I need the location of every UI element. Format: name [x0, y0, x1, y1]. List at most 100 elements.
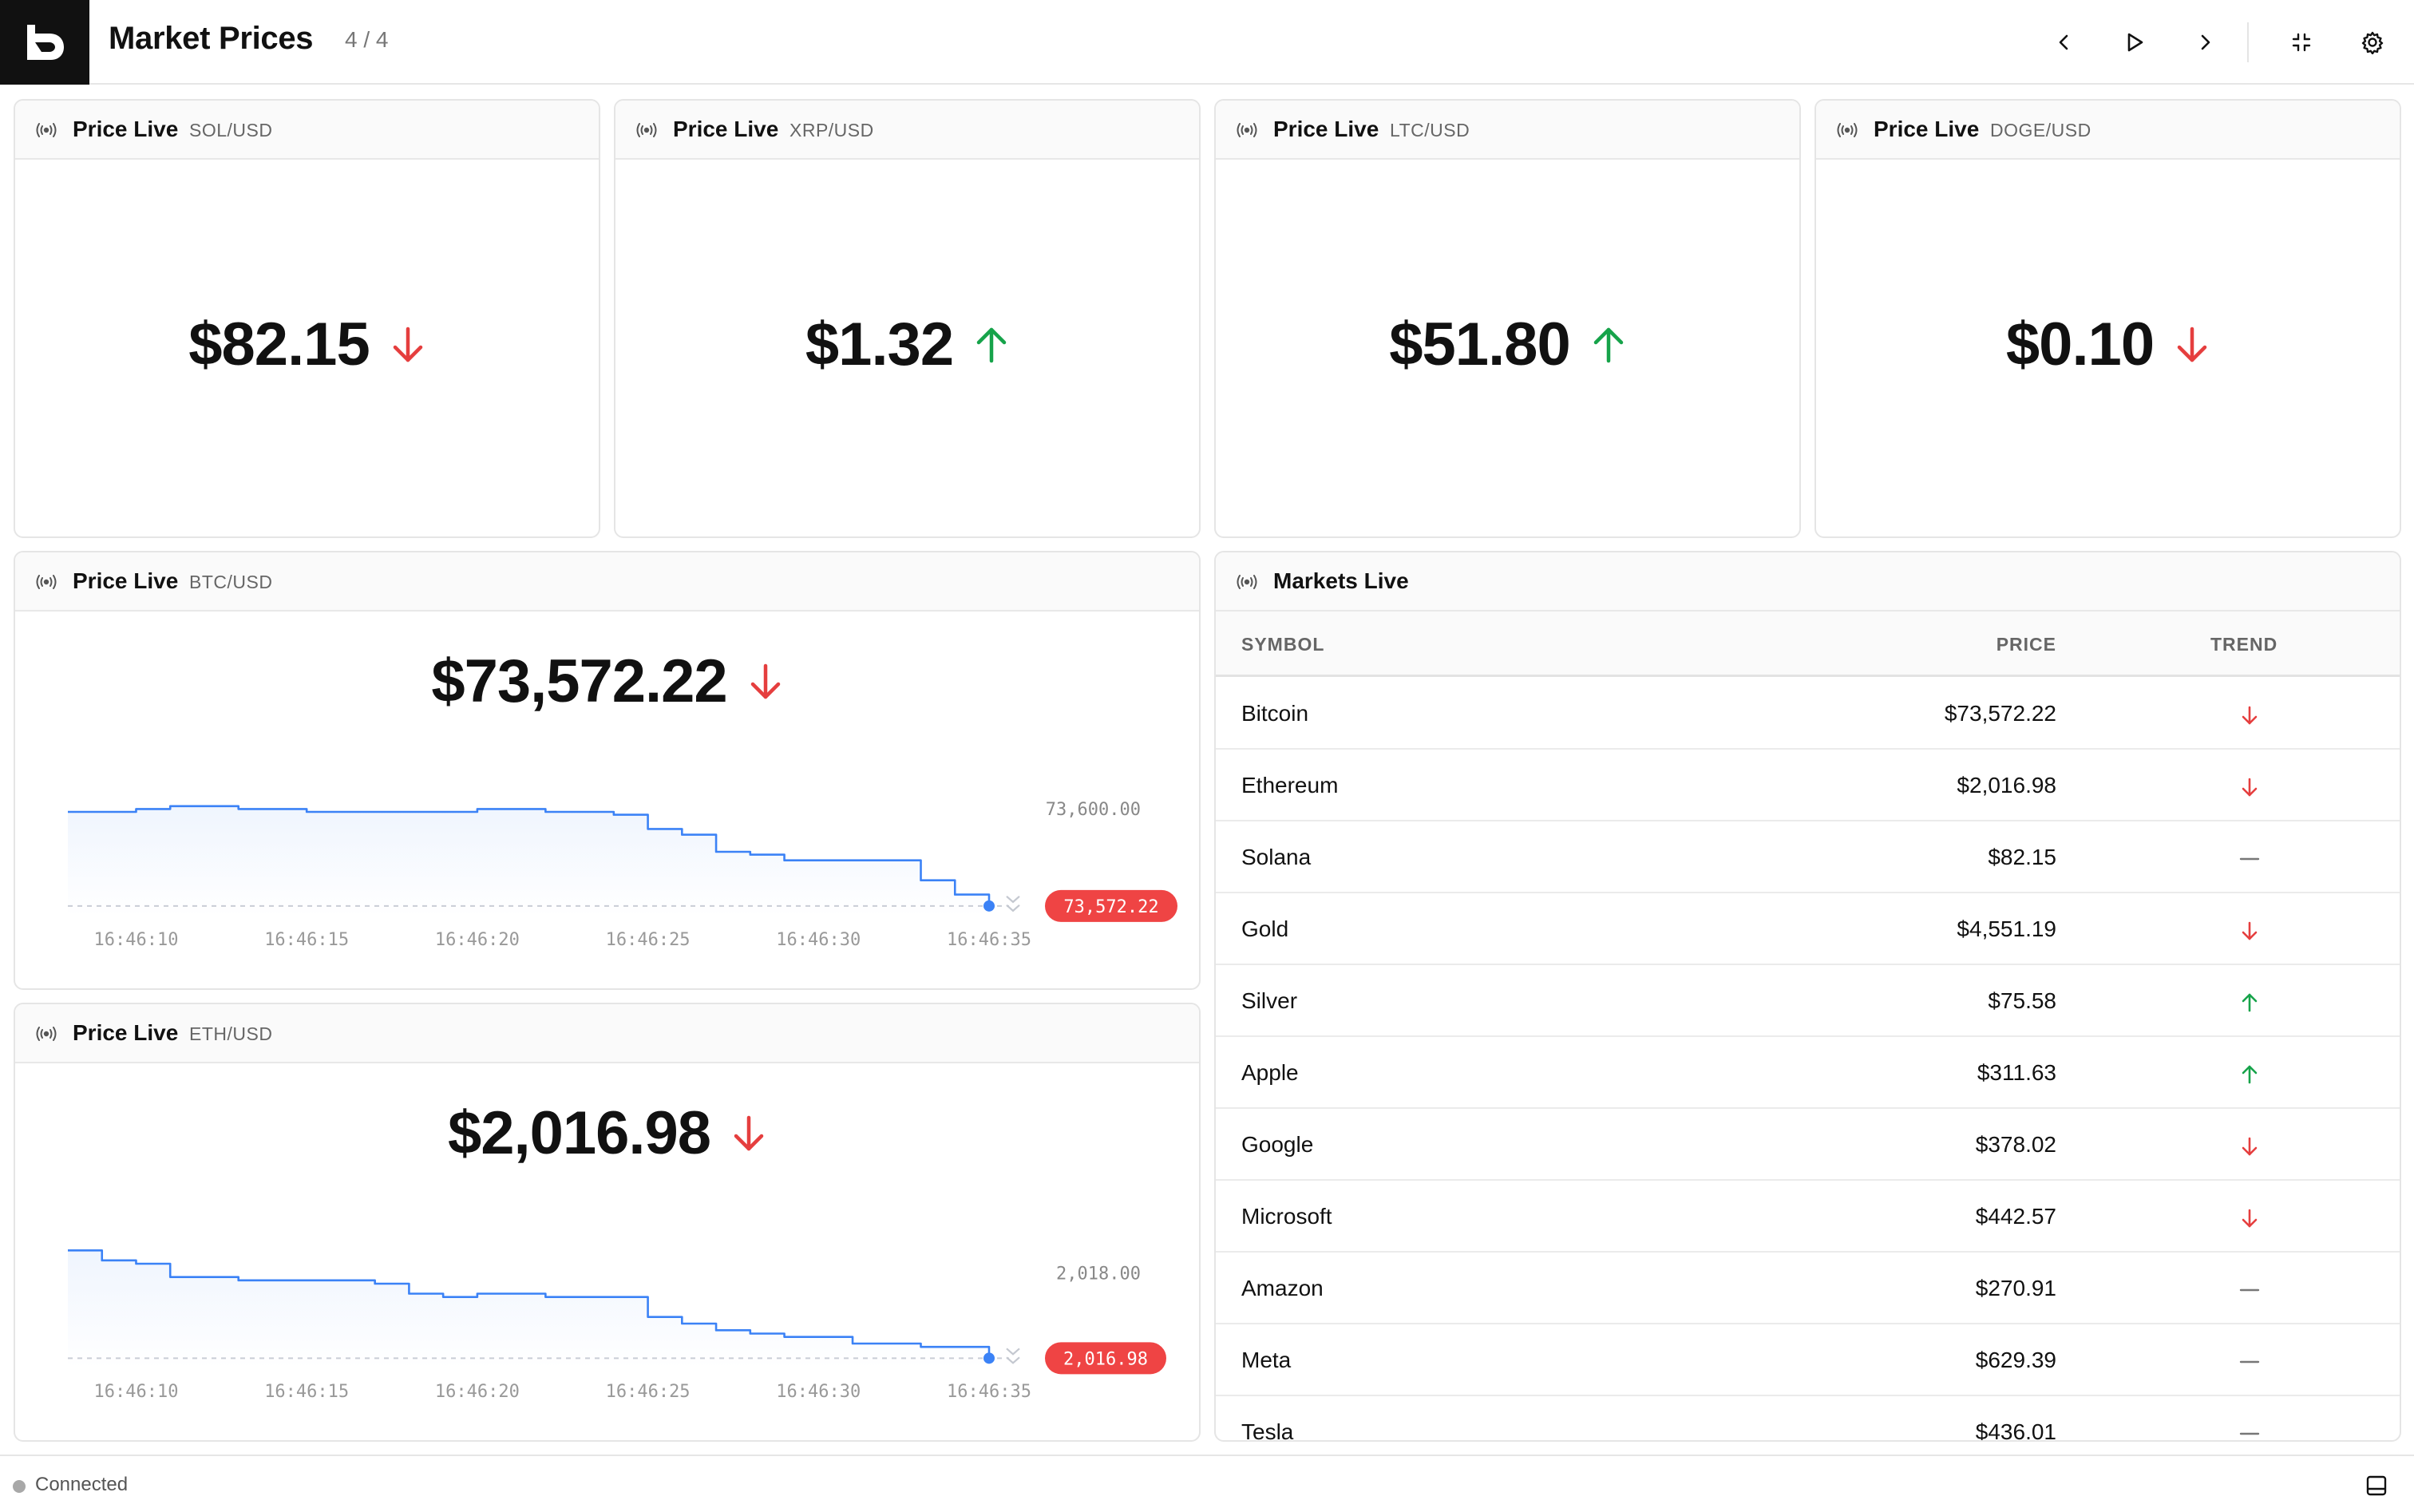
ticker-card-xrp: Price Live XRP/USD $1.32 [614, 99, 1201, 538]
x-tick-label: 16:46:35 [947, 1382, 1031, 1402]
price-cell: $270.91 [1975, 1276, 2056, 1300]
price-cell: $378.02 [1975, 1132, 2056, 1157]
table-row[interactable]: Meta $629.39 [1216, 1324, 2400, 1396]
table-row[interactable]: Ethereum $2,016.98 [1216, 750, 2400, 821]
live-broadcast-icon [36, 575, 57, 589]
column-header-trend[interactable]: TREND [2210, 634, 2278, 655]
pair-label: SOL/USD [189, 120, 273, 141]
arrow-down-icon [750, 663, 780, 699]
btc-chart-card: Price Live BTC/USD $73,572.22 73,600.00 7… [14, 551, 1201, 990]
table-row[interactable]: Gold $4,551.19 [1216, 893, 2400, 965]
card-header: Markets Live [1216, 552, 2400, 612]
btc-price-chart[interactable]: 73,600.00 73,572.22 16:46:10 16:46:15 16:46:… [15, 552, 1201, 990]
table-row[interactable]: Solana $82.15 [1216, 821, 2400, 893]
arrow-down-icon [2242, 706, 2258, 725]
live-broadcast-icon [636, 123, 657, 137]
x-tick-label: 16:46:10 [93, 1382, 178, 1402]
arrow-down-icon [2177, 327, 2207, 362]
next-page-button[interactable] [2185, 22, 2225, 62]
dash-icon [2239, 1360, 2260, 1364]
chevrons-down-icon [1006, 896, 1020, 912]
reference-price-label: 2,018.00 [1056, 1264, 1141, 1284]
card-header: Price Live LTC/USD [1216, 101, 1799, 160]
price-value: $2,016.98 [447, 1099, 711, 1167]
chevron-left-icon [2059, 34, 2068, 50]
card-title: Price Live [73, 117, 179, 141]
card-header: Price Live DOGE/USD [1816, 101, 2400, 160]
card-title: Markets Live [1273, 568, 1409, 593]
markets-card: Markets Live SYMBOL PRICE TREND Bitcoin $… [1214, 551, 2401, 1442]
x-tick-label: 16:46:20 [435, 930, 520, 950]
table-row[interactable]: Microsoft $442.57 [1216, 1181, 2400, 1253]
panel-bottom-icon [2366, 1475, 2387, 1496]
toggle-panel-button[interactable] [2365, 1474, 2388, 1502]
chevrons-down-icon [1006, 1348, 1020, 1364]
price-series-line [68, 805, 991, 906]
x-tick-label: 16:46:30 [776, 1382, 861, 1402]
arrow-down-icon [2242, 1137, 2258, 1156]
table-row[interactable]: Tesla $436.01 [1216, 1396, 2400, 1440]
play-icon [2127, 33, 2143, 52]
price-cell: $442.57 [1975, 1204, 2056, 1229]
page-indicator: 4 / 4 [345, 27, 389, 52]
price-cell: $629.39 [1975, 1348, 2056, 1372]
x-tick-label: 16:46:15 [264, 930, 349, 950]
eth-price-chart[interactable]: 2,018.00 2,016.98 16:46:10 16:46:15 16:46:20… [15, 1004, 1201, 1442]
card-header: Price Live BTC/USD [15, 552, 1199, 612]
x-tick-label: 16:46:10 [93, 930, 178, 950]
arrow-down-icon [734, 1115, 764, 1150]
top-bar: Market Prices 4 / 4 [0, 0, 2414, 85]
trend-cell [2238, 991, 2262, 1015]
x-tick-label: 16:46:35 [947, 930, 1031, 950]
table-row[interactable]: Google $378.02 [1216, 1109, 2400, 1181]
exit-fullscreen-button[interactable] [2281, 22, 2321, 62]
table-row[interactable]: Bitcoin $73,572.22 [1216, 678, 2400, 750]
trend-cell [2238, 1422, 2262, 1440]
x-tick-label: 16:46:30 [776, 930, 861, 950]
connection-status-dot [13, 1480, 26, 1493]
live-broadcast-icon [1837, 123, 1858, 137]
pair-label: XRP/USD [789, 120, 874, 141]
arrow-down-icon [2242, 1209, 2258, 1228]
x-tick-label: 16:46:20 [435, 1382, 520, 1402]
current-price-label: 73,572.22 [1063, 897, 1158, 917]
prev-page-button[interactable] [2044, 22, 2084, 62]
play-button[interactable] [2115, 22, 2155, 62]
symbol-cell: Solana [1241, 845, 1312, 869]
settings-button[interactable] [2353, 22, 2392, 62]
live-broadcast-icon [1237, 123, 1257, 137]
table-row[interactable]: Amazon $270.91 [1216, 1253, 2400, 1324]
price-value: $73,572.22 [431, 647, 727, 715]
gear-icon [2361, 31, 2384, 54]
column-header-price[interactable]: PRICE [1996, 634, 2056, 655]
price-value: $0.10 [2005, 311, 2155, 378]
arrow-down-icon [2242, 921, 2258, 940]
price-value: $82.15 [188, 311, 370, 378]
live-broadcast-icon [36, 123, 57, 137]
live-broadcast-icon [36, 1027, 57, 1041]
dash-icon [2239, 1432, 2260, 1435]
symbol-cell: Silver [1241, 988, 1298, 1013]
page-title: Market Prices [109, 21, 314, 56]
app-logo [0, 0, 89, 85]
chart-area-fill [68, 1250, 989, 1368]
column-header-symbol[interactable]: SYMBOL [1241, 634, 1325, 655]
trend-cell [2238, 1350, 2262, 1374]
trend-cell [2238, 1063, 2262, 1087]
table-row[interactable]: Silver $75.58 [1216, 965, 2400, 1037]
live-broadcast-icon [1237, 575, 1257, 589]
price-cell: $436.01 [1975, 1419, 2056, 1440]
arrow-up-icon [2242, 993, 2258, 1012]
price-display: $0.10 [1816, 310, 2400, 379]
price-cell: $2,016.98 [1957, 773, 2056, 798]
symbol-cell: Bitcoin [1241, 701, 1309, 726]
trend-cell [2238, 1278, 2262, 1302]
dash-icon [2239, 1288, 2260, 1292]
table-body[interactable]: Bitcoin $73,572.22 Ethereum $2,016.98 Solana… [1216, 678, 2400, 1440]
table-row[interactable]: Apple $311.63 [1216, 1037, 2400, 1109]
logo-icon [27, 25, 64, 60]
last-point-marker [983, 900, 995, 912]
price-display: $51.80 [1216, 310, 1799, 379]
card-title: Price Live [73, 1020, 179, 1045]
chevron-right-icon [2201, 34, 2210, 50]
